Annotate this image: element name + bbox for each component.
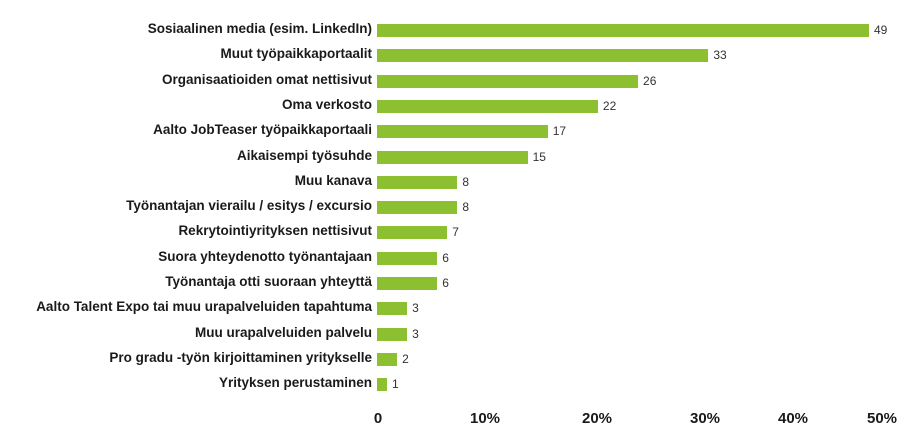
x-tick-label: 10% — [469, 410, 501, 427]
value-label: 7 — [452, 225, 459, 240]
bar-row: Organisaatioiden omat nettisivut 26 — [0, 71, 914, 89]
value-label: 1 — [392, 377, 399, 392]
value-label: 6 — [442, 276, 449, 290]
value-label: 3 — [412, 301, 419, 316]
value-label: 49 — [874, 23, 888, 37]
bar-row: Aikaisempi työsuhde 15 — [0, 147, 914, 165]
category-label: Rekrytointiyrityksen nettisivut — [178, 223, 372, 239]
x-tick-label: 0 — [373, 410, 383, 427]
bar-row: Sosiaalinen media (esim. LinkedIn) 49 — [0, 21, 914, 38]
category-label: Muut työpaikkaportaalit — [220, 46, 372, 62]
bar-row: Aalto JobTeaser työpaikkaportaali 17 — [0, 122, 914, 139]
bar-row: Muut työpaikkaportaalit 33 — [0, 46, 914, 63]
bar-row: Pro gradu -työn kirjoittaminen yrityksel… — [0, 349, 914, 367]
category-label: Aalto Talent Expo tai muu urapalveluiden… — [36, 299, 372, 315]
bar — [377, 125, 548, 139]
bar — [377, 99, 598, 113]
x-tick-label: 30% — [689, 410, 721, 427]
bar — [377, 302, 408, 316]
value-label: 33 — [713, 48, 727, 63]
category-label: Työnantajan vierailu / esitys / excursio — [126, 198, 372, 214]
bar — [377, 226, 448, 240]
category-label: Yrityksen perustaminen — [218, 375, 372, 391]
category-label: Suora yhteydenotto työnantajaan — [158, 248, 372, 264]
category-label: Sosiaalinen media (esim. LinkedIn) — [147, 21, 372, 36]
value-label: 17 — [552, 124, 567, 139]
bar — [377, 352, 398, 366]
bar-row: Rekrytointiyrityksen nettisivut 7 — [0, 223, 914, 240]
bar — [377, 175, 458, 189]
category-label: Oma verkosto — [281, 96, 372, 112]
category-label: Muu kanava — [294, 172, 372, 188]
bar-row: Työnantajan vierailu / esitys / excursio… — [0, 198, 914, 215]
category-label: Työnantaja otti suoraan yhteyttä — [165, 274, 372, 289]
bar-row: Oma verkosto 22 — [0, 96, 914, 114]
value-label: 8 — [462, 200, 469, 215]
bar — [377, 251, 438, 265]
value-label: 6 — [442, 250, 449, 265]
bar — [377, 201, 458, 215]
value-label: 22 — [602, 98, 617, 113]
bar — [377, 277, 438, 290]
category-label: Organisaatioiden omat nettisivut — [161, 71, 372, 87]
value-label: 2 — [402, 351, 409, 366]
x-tick-label: 50% — [866, 410, 898, 427]
x-tick-label: 20% — [581, 410, 613, 427]
bar — [377, 49, 709, 63]
x-tick-label: 40% — [777, 410, 809, 427]
bar-row: Muu urapalveluiden palvelu 3 — [0, 324, 914, 342]
bar — [377, 378, 388, 392]
value-label: 8 — [462, 174, 469, 189]
value-label: 15 — [532, 149, 546, 164]
bar-row: Aalto Talent Expo tai muu urapalveluiden… — [0, 299, 914, 316]
bar-row: Työnantaja otti suoraan yhteyttä 6 — [0, 274, 914, 291]
bar-row: Muu kanava 8 — [0, 172, 914, 190]
bar — [377, 74, 639, 88]
value-label: 3 — [412, 326, 419, 341]
bar — [377, 150, 528, 164]
bar-row: Suora yhteydenotto työnantajaan 6 — [0, 248, 914, 266]
bar — [377, 327, 408, 341]
category-label: Aikaisempi työsuhde — [236, 147, 372, 163]
bar — [377, 24, 869, 37]
category-label: Pro gradu -työn kirjoittaminen yrityksel… — [109, 349, 372, 365]
category-label: Aalto JobTeaser työpaikkaportaali — [153, 122, 372, 138]
category-label: Muu urapalveluiden palvelu — [194, 324, 372, 340]
value-label: 26 — [643, 73, 657, 88]
bar-row: Yrityksen perustaminen 1 — [0, 375, 914, 392]
